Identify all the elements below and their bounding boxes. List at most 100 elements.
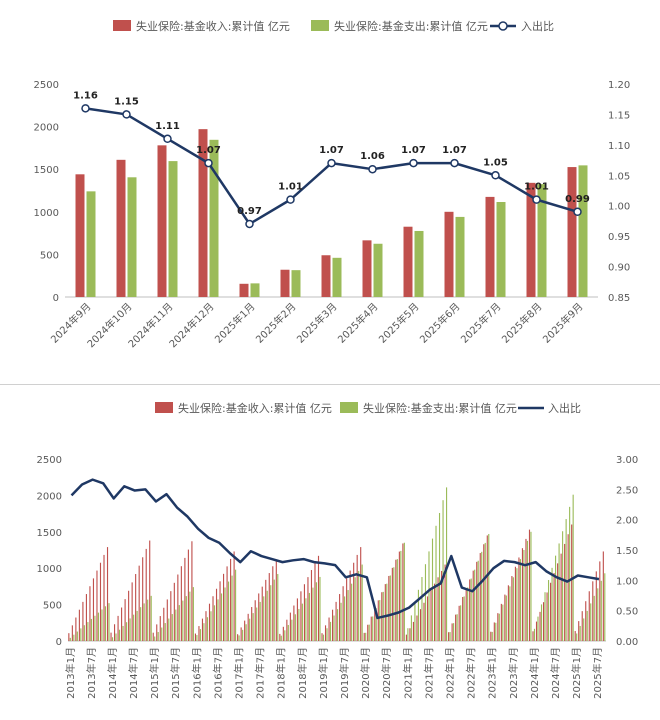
bar-expense: [326, 628, 328, 641]
bar-expense: [358, 570, 360, 641]
bar-expense: [403, 542, 405, 641]
bar-income: [560, 553, 562, 641]
bar-income: [542, 602, 545, 641]
bar-expense: [76, 631, 78, 641]
bar-expense: [477, 560, 479, 641]
bar-income: [212, 596, 214, 641]
x-tick-label: 2017年7月: [254, 647, 267, 699]
bar-expense: [118, 629, 121, 641]
bar-income: [177, 574, 179, 641]
bar-expense: [273, 579, 275, 641]
x-tick-label: 2023年1月: [486, 647, 499, 699]
bar-income: [571, 524, 573, 641]
bar-expense: [127, 177, 137, 297]
bar-income: [476, 561, 478, 641]
bar-expense: [332, 257, 342, 297]
bar-expense: [555, 555, 557, 641]
ratio-point: [532, 195, 541, 204]
bar-expense: [438, 512, 441, 641]
bar-expense: [90, 618, 92, 641]
bar-expense: [97, 612, 100, 641]
bar-expense: [122, 625, 124, 641]
bar-income: [265, 579, 267, 641]
bar-expense: [154, 636, 156, 641]
bar-expense: [94, 615, 96, 641]
bar-income: [419, 609, 422, 641]
bar-expense: [484, 542, 486, 641]
bar-expense: [284, 630, 286, 641]
bar-income: [321, 633, 323, 641]
y-left-tick-label: 1500: [34, 165, 59, 176]
bar-expense: [140, 607, 142, 641]
bar-expense: [372, 616, 374, 641]
bar-income: [184, 557, 186, 641]
bar-expense: [537, 184, 547, 297]
bar-income: [485, 196, 495, 297]
bar-income: [106, 547, 109, 641]
bar-income: [437, 577, 439, 641]
bar-income: [362, 240, 372, 297]
bar-income: [293, 605, 295, 641]
x-tick-label: 2018年1月: [275, 647, 288, 699]
bar-income: [462, 597, 464, 641]
bar-expense: [301, 603, 303, 641]
y-left-tick-label: 1000: [37, 564, 62, 575]
x-tick-label: 2013年7月: [85, 647, 98, 699]
x-tick-label: 2025年8月: [499, 300, 545, 346]
x-tick-label: 2014年1月: [106, 647, 119, 699]
bar-expense: [209, 139, 219, 297]
bar-income: [490, 631, 492, 641]
bar-expense: [519, 559, 521, 641]
bar-expense: [428, 551, 430, 641]
bar-income: [444, 211, 454, 297]
bar-income: [405, 634, 407, 641]
bar-income: [553, 573, 555, 641]
y-left-tick-label: 0: [56, 637, 62, 648]
bar-expense: [576, 633, 578, 641]
ratio-data-label: 1.01: [524, 182, 549, 193]
y-left-tick-label: 500: [43, 601, 62, 612]
bar-income: [279, 633, 281, 641]
bar-income: [500, 603, 502, 641]
bar-income: [128, 590, 130, 641]
bar-expense: [463, 596, 465, 641]
bar-income: [121, 607, 123, 641]
x-tick-label: 2025年7月: [458, 300, 504, 346]
bar-income: [244, 620, 246, 641]
ratio-data-label: 1.05: [483, 157, 508, 168]
x-tick-label: 2019年7月: [338, 647, 351, 699]
bar-expense: [217, 599, 219, 641]
legend-label-ratio: 入出比: [521, 19, 554, 33]
bar-expense: [569, 506, 571, 641]
bar-income: [588, 591, 590, 641]
bar-income: [300, 591, 302, 641]
bottom-legend: 失业保险:基金收入:累计值 亿元 失业保险:基金支出:累计值 亿元 入出比: [155, 401, 581, 415]
bar-income: [564, 543, 566, 641]
bar-income: [557, 563, 559, 641]
bar-income: [237, 634, 239, 641]
bar-expense: [298, 608, 300, 641]
bar-expense: [442, 500, 444, 641]
bar-expense: [178, 605, 180, 641]
bar-expense: [537, 616, 539, 641]
bar-expense: [143, 603, 145, 641]
bar-income: [535, 621, 538, 641]
bar-income: [92, 578, 95, 641]
bar-income: [363, 632, 365, 641]
bar-income: [423, 602, 425, 641]
x-tick-label: 2024年9月: [48, 300, 94, 346]
bar-expense: [175, 609, 177, 641]
ratio-point: [409, 158, 418, 168]
y-right-tick-label: 2.00: [616, 516, 638, 527]
bar-income: [486, 535, 488, 641]
bar-expense: [108, 603, 110, 641]
bar-expense: [597, 588, 599, 641]
bar-income: [353, 562, 355, 641]
ratio-data-label: 1.07: [401, 145, 426, 156]
y-left-tick-label: 2500: [34, 80, 59, 91]
ratio-point: [491, 171, 500, 180]
bar-expense: [249, 618, 251, 641]
bar-income: [479, 553, 481, 641]
bar-expense: [238, 635, 240, 641]
bar-income: [296, 598, 298, 641]
